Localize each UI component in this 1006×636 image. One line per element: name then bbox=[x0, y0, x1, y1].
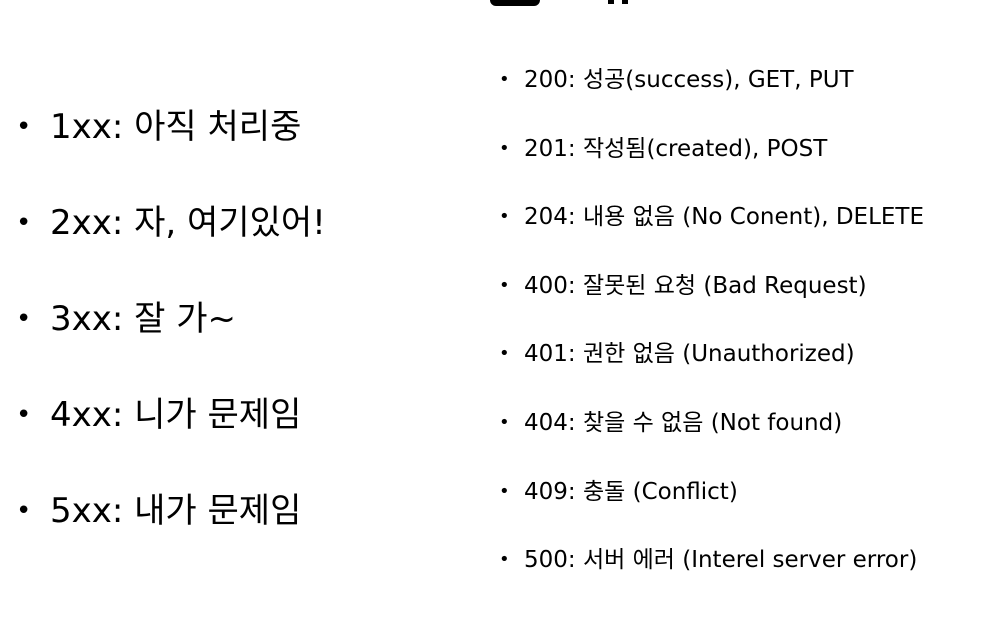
status-category-item: • 2xx: 자, 여기있어! bbox=[16, 199, 326, 295]
status-category-item: • 4xx: 니가 문제임 bbox=[16, 391, 326, 487]
bullet-icon: • bbox=[16, 208, 32, 238]
status-category-item: • 5xx: 내가 문제임 bbox=[16, 487, 326, 583]
bullet-icon: • bbox=[16, 400, 32, 430]
bullet-icon: • bbox=[16, 304, 32, 334]
status-category-text: 5xx: 내가 문제임 bbox=[50, 491, 302, 531]
status-code-item: • 500: 서버 에러 (Interel server error) bbox=[499, 542, 924, 611]
status-category-text: 4xx: 니가 문제임 bbox=[50, 395, 302, 435]
bullet-icon: • bbox=[499, 206, 510, 228]
status-code-item: • 400: 잘못된 요청 (Bad Request) bbox=[499, 268, 924, 337]
status-code-list: • 200: 성공(success), GET, PUT • 201: 작성됨(… bbox=[499, 62, 924, 611]
title-fragment bbox=[622, 0, 628, 4]
status-code-item: • 201: 작성됨(created), POST bbox=[499, 131, 924, 200]
status-code-item: • 409: 충돌 (Conflict) bbox=[499, 474, 924, 543]
status-code-item: • 404: 찾을 수 없음 (Not found) bbox=[499, 405, 924, 474]
bullet-icon: • bbox=[499, 549, 510, 571]
status-category-item: • 1xx: 아직 처리중 bbox=[16, 103, 326, 199]
bullet-icon: • bbox=[499, 274, 510, 296]
bullet-icon: • bbox=[499, 343, 510, 365]
status-category-list: • 1xx: 아직 처리중 • 2xx: 자, 여기있어! • 3xx: 잘 가… bbox=[16, 103, 326, 583]
status-code-text: 409: 충돌 (Conflict) bbox=[524, 478, 738, 505]
bullet-icon: • bbox=[499, 480, 510, 502]
status-code-item: • 401: 권한 없음 (Unauthorized) bbox=[499, 336, 924, 405]
status-code-text: 404: 찾을 수 없음 (Not found) bbox=[524, 409, 843, 436]
status-code-text: 500: 서버 에러 (Interel server error) bbox=[524, 547, 918, 574]
bullet-icon: • bbox=[16, 496, 32, 526]
bullet-icon: • bbox=[499, 411, 510, 433]
bullet-icon: • bbox=[499, 69, 510, 90]
status-code-text: 200: 성공(success), GET, PUT bbox=[524, 67, 854, 93]
status-category-item: • 3xx: 잘 가~ bbox=[16, 295, 326, 391]
title-fragment bbox=[608, 0, 614, 4]
status-code-text: 204: 내용 없음 (No Conent), DELETE bbox=[524, 204, 925, 231]
title-fragment bbox=[490, 0, 540, 6]
status-code-text: 201: 작성됨(created), POST bbox=[524, 135, 828, 162]
bullet-icon: • bbox=[16, 112, 32, 142]
status-code-text: 401: 권한 없음 (Unauthorized) bbox=[524, 341, 855, 368]
status-code-item: • 200: 성공(success), GET, PUT bbox=[499, 62, 924, 131]
bullet-icon: • bbox=[499, 137, 510, 159]
status-category-text: 2xx: 자, 여기있어! bbox=[50, 203, 326, 243]
status-code-item: • 204: 내용 없음 (No Conent), DELETE bbox=[499, 199, 924, 268]
status-category-text: 3xx: 잘 가~ bbox=[50, 299, 236, 339]
status-category-text: 1xx: 아직 처리중 bbox=[50, 107, 302, 147]
status-code-text: 400: 잘못된 요청 (Bad Request) bbox=[524, 272, 867, 299]
